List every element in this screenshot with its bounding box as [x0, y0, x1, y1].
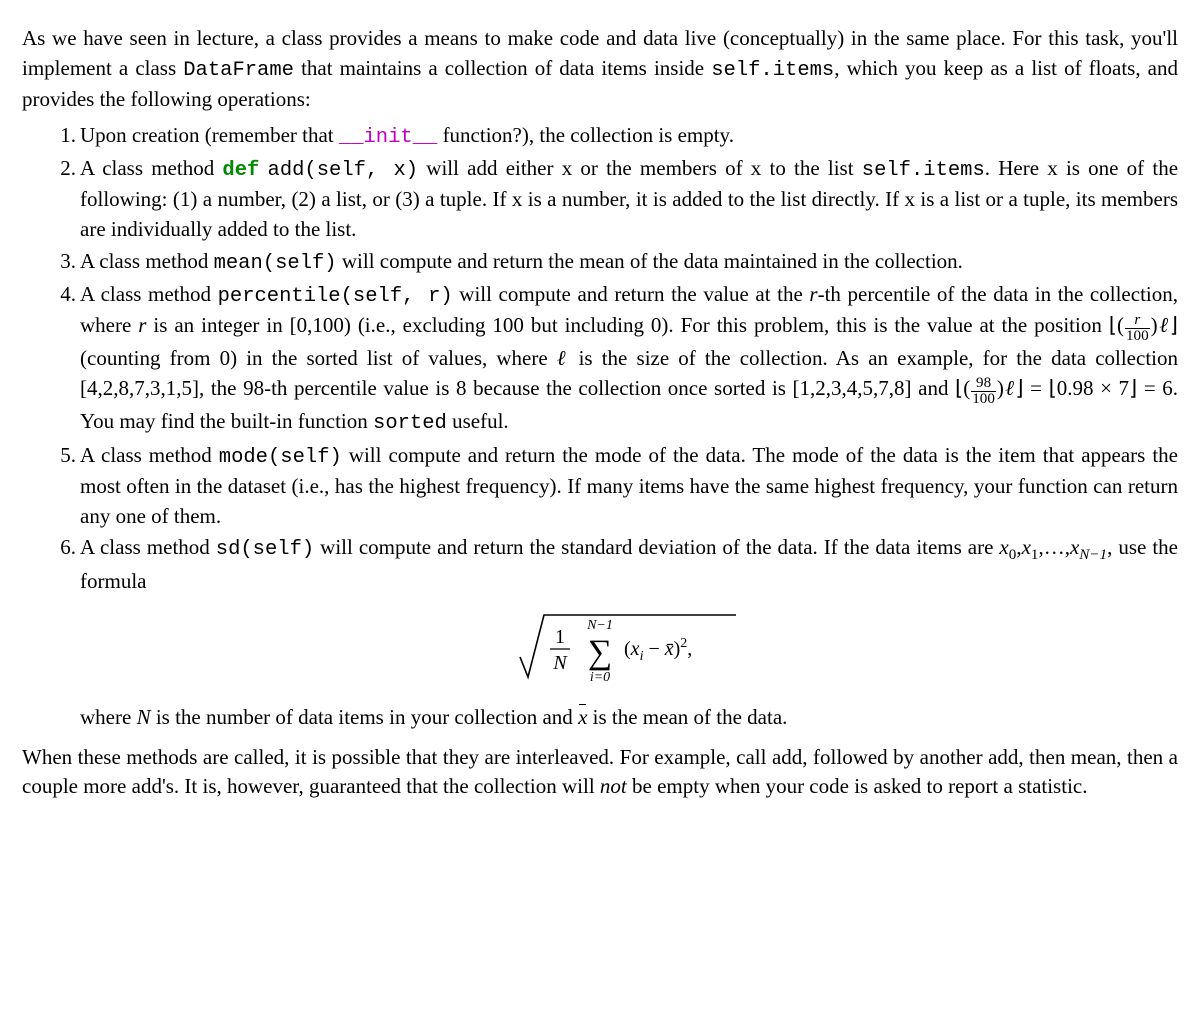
- list-item-text: A class method sd(self) will compute and…: [80, 535, 1178, 593]
- sum-term: (xi − x̄)2,: [624, 636, 692, 664]
- sigma-icon: ∑: [588, 634, 612, 671]
- closing-paragraph: When these methods are called, it is pos…: [22, 743, 1178, 803]
- intro-paragraph: As we have seen in lecture, a class prov…: [22, 24, 1178, 115]
- frac-bot: N: [552, 652, 568, 674]
- list-item: A class method percentile(self, r) will …: [80, 280, 1178, 439]
- list-item: A class method sd(self) will compute and…: [80, 533, 1178, 732]
- frac-top: 1: [555, 626, 565, 648]
- sum-upper: N−1: [586, 618, 613, 633]
- list-item: A class method mode(self) will compute a…: [80, 441, 1178, 532]
- operations-list: Upon creation (remember that __init__ fu…: [22, 121, 1178, 733]
- after-formula-text: where N is the number of data items in y…: [80, 705, 787, 729]
- list-item: A class method def add(self, x) will add…: [80, 154, 1178, 245]
- list-item: A class method mean(self) will compute a…: [80, 247, 1178, 278]
- list-item: Upon creation (remember that __init__ fu…: [80, 121, 1178, 152]
- formula-svg: 1 N N−1 ∑ i=0 (xi − x̄)2,: [514, 605, 744, 691]
- sum-lower: i=0: [590, 670, 610, 685]
- sd-formula: 1 N N−1 ∑ i=0 (xi − x̄)2,: [80, 605, 1178, 691]
